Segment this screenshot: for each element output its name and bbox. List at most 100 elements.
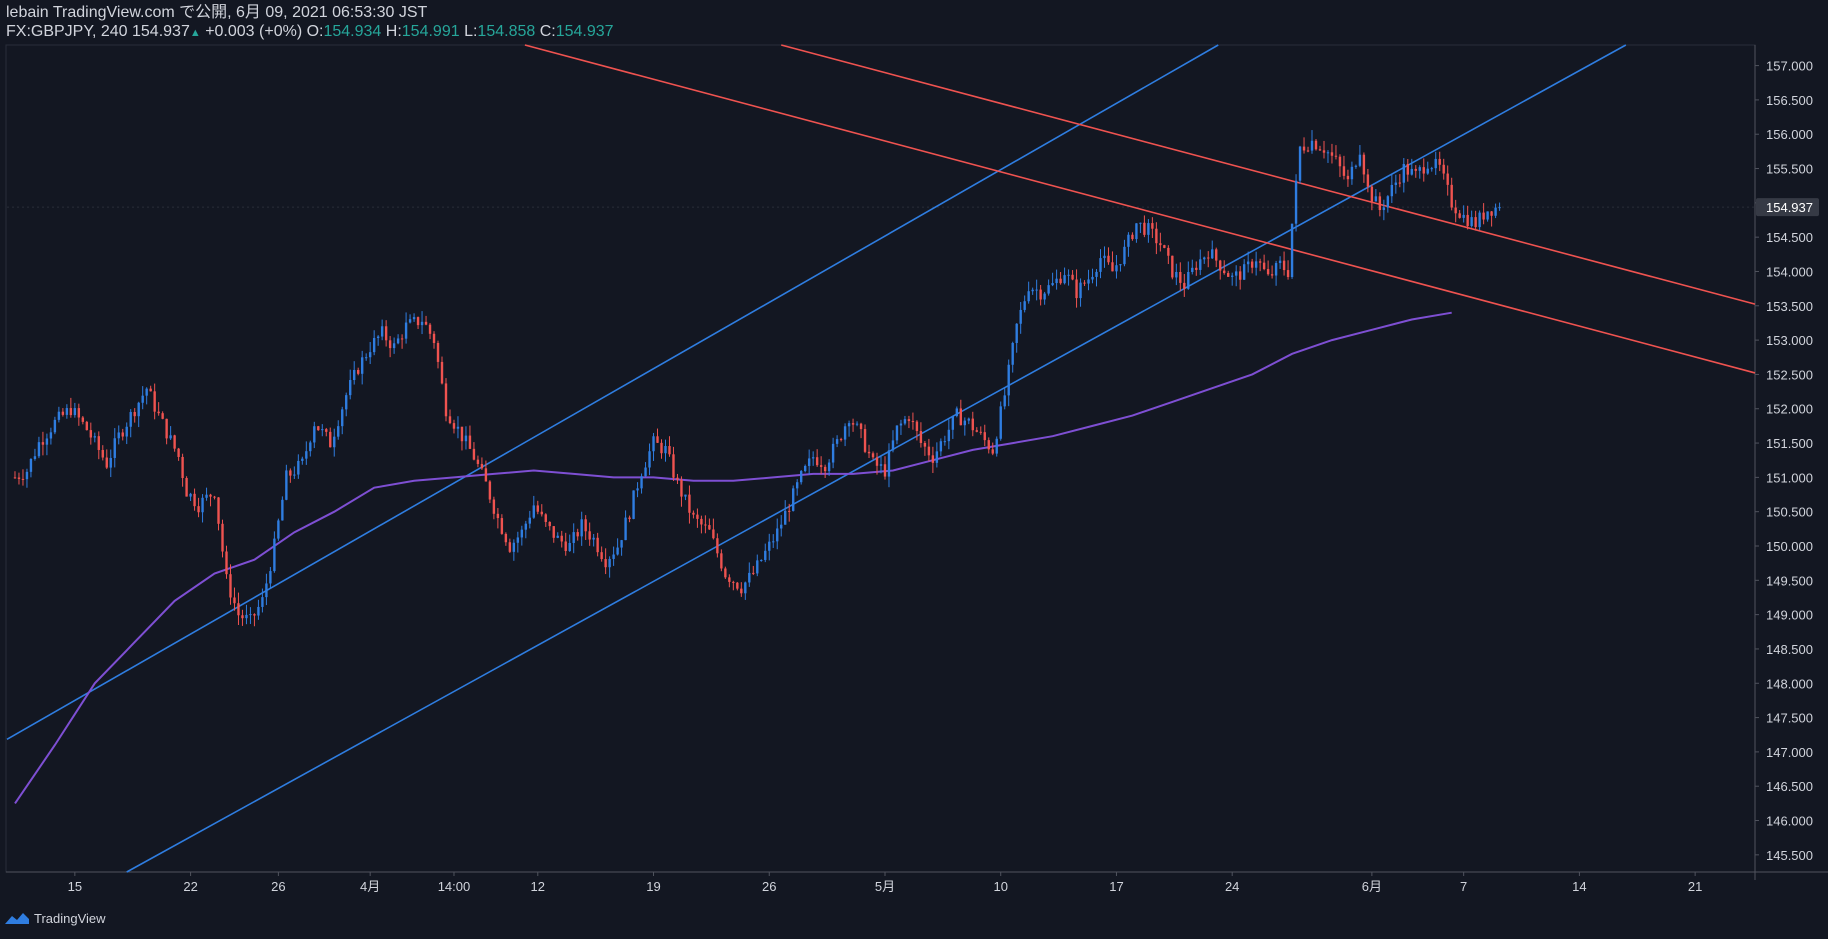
candle-body bbox=[1366, 174, 1370, 187]
candle-body bbox=[1458, 213, 1461, 218]
candle-body bbox=[1282, 260, 1286, 271]
candle-body bbox=[480, 463, 484, 469]
chart-header: lebain TradingView.com で公開, 6月 09, 2021 … bbox=[6, 4, 614, 42]
chart-grid bbox=[5, 44, 1828, 880]
candle-body bbox=[1023, 301, 1026, 310]
candle-body bbox=[835, 439, 839, 444]
candle-body bbox=[428, 324, 432, 334]
candle-body bbox=[329, 431, 332, 448]
candle-body bbox=[1246, 261, 1250, 265]
candle-body bbox=[444, 383, 448, 417]
candle-body bbox=[117, 432, 120, 439]
candle-body bbox=[197, 506, 200, 513]
candle-body bbox=[1091, 276, 1094, 280]
candle-body bbox=[416, 317, 420, 326]
candle-body bbox=[879, 464, 883, 466]
candle-body bbox=[512, 542, 516, 552]
candle-body bbox=[795, 482, 799, 489]
candle-body bbox=[121, 432, 124, 437]
candle-body bbox=[1187, 272, 1190, 289]
candle-body bbox=[1071, 274, 1074, 280]
candle-body bbox=[1027, 291, 1030, 302]
candle-body bbox=[189, 493, 192, 497]
time-tick-label: 4月 bbox=[360, 879, 380, 894]
candle-body bbox=[25, 471, 29, 480]
candle-body bbox=[632, 490, 635, 519]
candle-body bbox=[384, 326, 388, 341]
candle-body bbox=[129, 412, 132, 427]
time-axis[interactable]: 15 22 26 4月 14:00 12 19 26 5月 10 17 24 6月 7 14 21 bbox=[68, 872, 1703, 894]
candle-body bbox=[1498, 207, 1501, 209]
candle-body bbox=[1486, 211, 1489, 220]
price-axis[interactable]: 145.500 146.000 146.500 147.000 147.500 148.0… bbox=[1755, 59, 1813, 863]
candle-body bbox=[1135, 223, 1138, 240]
candle-body bbox=[975, 430, 978, 432]
candle-body bbox=[1414, 168, 1417, 171]
price-tick-label: 154.500 bbox=[1766, 230, 1813, 245]
candle-body bbox=[1019, 309, 1022, 324]
candle-body bbox=[149, 388, 152, 392]
candle-body bbox=[1238, 271, 1242, 280]
candle-body bbox=[484, 468, 488, 482]
candle-body bbox=[616, 547, 619, 555]
candle-body bbox=[592, 537, 595, 540]
candle-body bbox=[704, 524, 707, 526]
candle-body bbox=[983, 432, 986, 441]
candle-body bbox=[803, 465, 807, 472]
candle-body bbox=[700, 518, 703, 525]
candle-body bbox=[772, 541, 775, 543]
candle-body bbox=[161, 413, 164, 419]
candle-body bbox=[265, 583, 268, 598]
candle-body bbox=[859, 423, 863, 430]
candle-body bbox=[77, 408, 81, 418]
candle-body bbox=[257, 606, 260, 616]
candle-body bbox=[396, 338, 400, 344]
candle-body bbox=[947, 429, 951, 442]
tradingview-brand[interactable]: TradingView bbox=[4, 910, 106, 926]
candle-body bbox=[285, 470, 288, 500]
candle-body bbox=[1326, 152, 1330, 154]
candle-body bbox=[560, 535, 563, 542]
candle-body bbox=[21, 478, 25, 480]
candle-body bbox=[1370, 186, 1374, 202]
candle-body bbox=[1219, 260, 1222, 271]
candle-body bbox=[185, 478, 188, 497]
time-tick-label: 12 bbox=[531, 879, 545, 894]
candle-body bbox=[1406, 164, 1409, 175]
candle-body bbox=[528, 517, 532, 524]
candle-body bbox=[193, 493, 196, 507]
candle-body bbox=[959, 408, 963, 426]
trendline-red-upper bbox=[781, 44, 1756, 305]
candle-body bbox=[1215, 249, 1218, 261]
time-tick-label: 10 bbox=[993, 879, 1007, 894]
candle-body bbox=[169, 435, 172, 439]
candle-body bbox=[1462, 214, 1465, 218]
price-tick-label: 157.000 bbox=[1766, 59, 1813, 74]
candle-body bbox=[1179, 271, 1182, 283]
candle-body bbox=[1318, 149, 1322, 151]
time-tick-label: 22 bbox=[183, 879, 197, 894]
candle-body bbox=[1490, 211, 1493, 216]
candle-body bbox=[424, 321, 428, 325]
candle-body bbox=[201, 497, 204, 513]
candle-body bbox=[1402, 164, 1406, 183]
candle-body bbox=[125, 426, 128, 437]
price-tick-label: 151.500 bbox=[1766, 436, 1813, 451]
candle-body bbox=[29, 458, 33, 472]
candle-body bbox=[1003, 395, 1006, 407]
candle-body bbox=[760, 559, 763, 561]
candle-body bbox=[684, 494, 687, 497]
candle-body bbox=[863, 429, 867, 452]
candle-body bbox=[903, 419, 907, 424]
candle-body bbox=[927, 446, 931, 456]
candle-body bbox=[400, 338, 404, 340]
candle-body bbox=[1242, 264, 1246, 280]
candle-body bbox=[97, 436, 100, 450]
candle-body bbox=[680, 479, 683, 497]
candle-body bbox=[1131, 234, 1134, 240]
price-tick-label: 156.000 bbox=[1766, 127, 1813, 142]
candle-body bbox=[955, 408, 959, 416]
candle-body bbox=[999, 406, 1002, 439]
candle-body bbox=[1446, 173, 1449, 185]
